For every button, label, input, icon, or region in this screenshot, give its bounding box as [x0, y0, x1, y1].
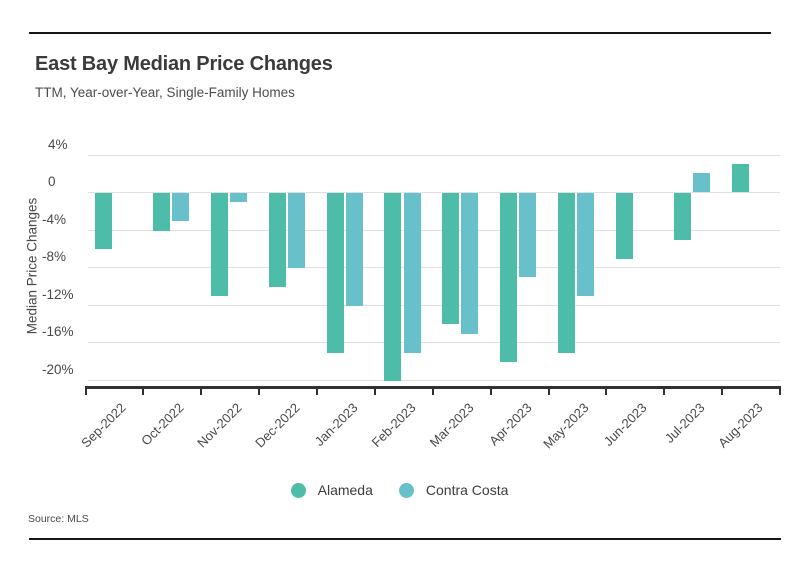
- bar-alameda-sep-2022: [95, 193, 112, 250]
- bar-alameda-dec-2022: [268, 193, 286, 287]
- y-tick-label: -4%: [42, 211, 67, 227]
- page-title: East Bay Median Price Changes: [35, 53, 333, 75]
- legend-label: Alameda: [317, 482, 373, 498]
- gridline--12pct: [88, 304, 780, 306]
- x-axis-tick: [142, 389, 145, 396]
- x-axis-tick: [605, 389, 608, 396]
- bar-contra-costa-feb-2023: [403, 193, 421, 353]
- y-tick-label: -8%: [42, 249, 67, 264]
- x-axis-tick: [258, 389, 261, 396]
- bar-alameda-nov-2022: [210, 193, 228, 297]
- y-tick-label: 4%: [48, 136, 68, 152]
- bar-alameda-may-2023: [558, 193, 575, 353]
- legend-item-contra_costa: Contra Costa: [398, 482, 509, 498]
- y-tick-label: 0: [48, 174, 56, 189]
- x-axis-line: [85, 386, 781, 390]
- bar-alameda-oct-2022: [152, 193, 170, 231]
- x-label-mar-2023: Mar-2023: [426, 400, 477, 450]
- x-label-sep-2022: Sep-2022: [78, 400, 129, 451]
- gridline--8pct: [88, 267, 780, 268]
- bar-contra-costa-oct-2022: [172, 193, 190, 222]
- x-label-dec-2022: Dec-2022: [252, 400, 303, 451]
- x-label-aug-2023: Aug-2023: [715, 400, 766, 451]
- x-label-jan-2023: Jan-2023: [311, 400, 361, 449]
- gridline-4pct: [88, 154, 780, 156]
- gridline--16pct: [88, 342, 780, 344]
- legend-dot-alameda: [290, 482, 306, 498]
- legend-dot-contra_costa: [398, 482, 414, 498]
- x-label-feb-2023: Feb-2023: [368, 400, 419, 450]
- x-axis-tick: [547, 389, 550, 396]
- x-axis-tick: [200, 389, 203, 396]
- bar-contra-costa-jan-2023: [345, 193, 363, 306]
- x-axis-tick: [663, 389, 666, 396]
- bar-alameda-jan-2023: [326, 193, 344, 353]
- top-rule: [29, 32, 771, 34]
- bar-contra-costa-nov-2022: [229, 193, 247, 203]
- bar-contra-costa-jul-2023: [693, 173, 710, 192]
- bar-contra-costa-apr-2023: [519, 193, 537, 278]
- gridline-0: [88, 192, 780, 193]
- x-axis-tick: [316, 389, 318, 396]
- bottom-rule: [29, 538, 781, 540]
- y-tick-label: -16%: [42, 324, 74, 340]
- bar-contra-costa-mar-2023: [461, 193, 479, 334]
- bar-alameda-mar-2023: [442, 193, 460, 325]
- bar-alameda-jun-2023: [615, 193, 633, 259]
- x-axis-tick: [84, 389, 87, 396]
- legend-label: Contra Costa: [425, 482, 509, 498]
- source-note: Source: MLS: [28, 513, 89, 525]
- page-subtitle: TTM, Year-over-Year, Single-Family Homes: [35, 85, 295, 100]
- bar-alameda-aug-2023: [731, 163, 749, 192]
- bar-alameda-apr-2023: [500, 193, 518, 362]
- bar-alameda-jul-2023: [673, 193, 691, 240]
- y-tick-label: -12%: [42, 286, 74, 302]
- x-axis-tick: [373, 389, 376, 396]
- bar-alameda-feb-2023: [384, 193, 402, 381]
- y-tick-label: -20%: [42, 361, 74, 377]
- x-axis-tick: [489, 389, 492, 396]
- gridline--20pct: [88, 379, 780, 381]
- legend-item-alameda: Alameda: [290, 482, 373, 498]
- bar-contra-costa-may-2023: [577, 193, 595, 297]
- x-axis-tick: [779, 389, 781, 396]
- x-axis-tick: [431, 389, 434, 396]
- x-label-jun-2023: Jun-2023: [600, 400, 650, 449]
- bar-contra-costa-dec-2022: [287, 193, 305, 268]
- x-axis-tick: [721, 389, 724, 396]
- x-label-nov-2022: Nov-2022: [194, 400, 245, 451]
- x-label-oct-2022: Oct-2022: [138, 400, 187, 449]
- chart-legend: Alameda Contra Costa: [0, 482, 799, 498]
- gridline--4pct: [88, 229, 780, 231]
- x-label-jul-2023: Jul-2023: [661, 400, 708, 446]
